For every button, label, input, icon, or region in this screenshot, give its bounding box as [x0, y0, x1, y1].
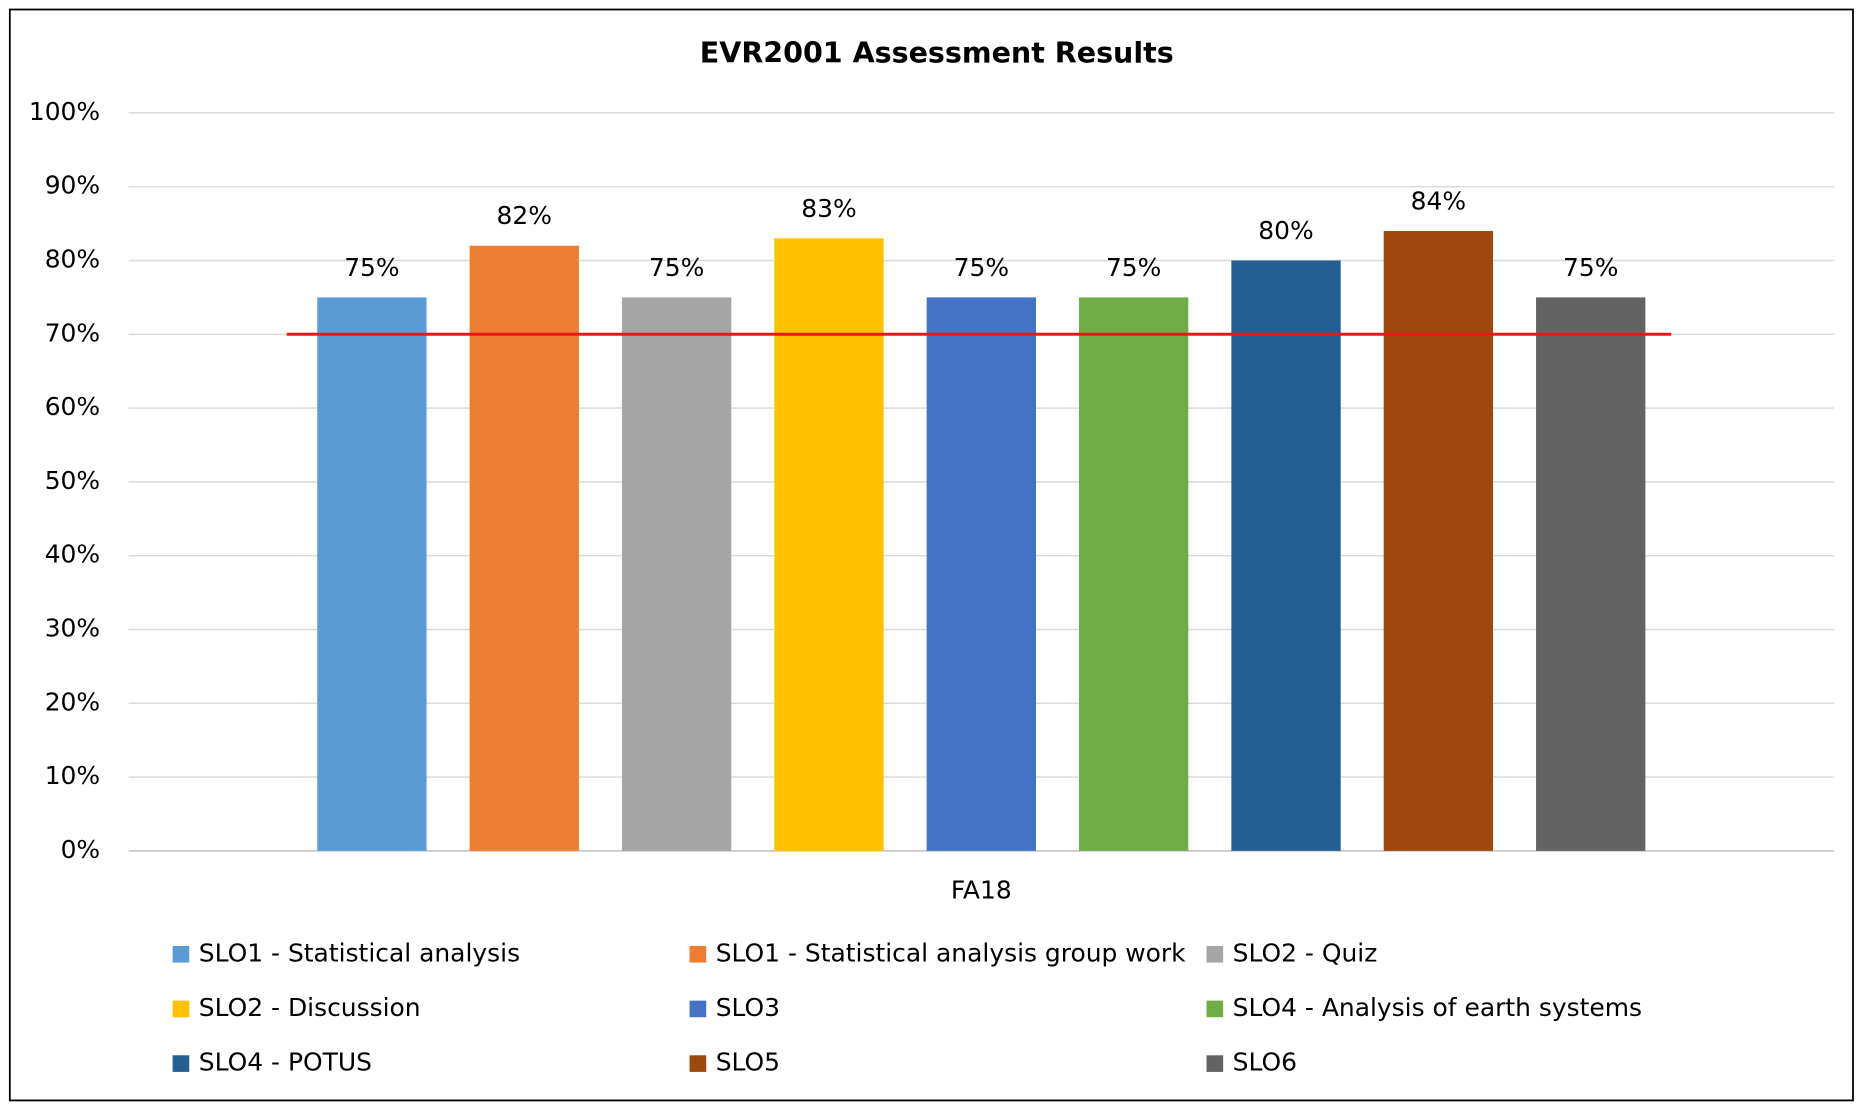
legend-label: SLO6 — [1233, 1048, 1297, 1077]
bar — [774, 238, 884, 851]
y-tick-label: 90% — [45, 171, 100, 200]
legend-label: SLO2 - Discussion — [199, 993, 421, 1022]
bar — [621, 297, 732, 851]
data-label: 75% — [344, 253, 399, 282]
bar — [1079, 297, 1189, 851]
bar — [926, 297, 1036, 851]
legend-label: SLO1 - Statistical analysis group work — [716, 938, 1186, 967]
data-label: 83% — [801, 194, 856, 223]
bar — [317, 297, 427, 851]
bar — [469, 245, 579, 851]
legend-swatch — [1206, 1055, 1224, 1072]
y-tick-label: 70% — [45, 318, 100, 347]
legend-label: SLO4 - POTUS — [199, 1048, 372, 1077]
legend-label: SLO2 - Quiz — [1233, 938, 1378, 967]
legend-label: SLO5 — [716, 1048, 780, 1077]
bar — [1231, 260, 1341, 851]
legend-swatch — [689, 945, 707, 963]
legend-swatch — [1206, 1000, 1224, 1018]
data-label: 82% — [497, 201, 552, 230]
y-tick-label: 100% — [29, 97, 100, 126]
bar — [1383, 230, 1494, 851]
data-label: 75% — [1106, 253, 1161, 282]
legend-label: SLO4 - Analysis of earth systems — [1233, 993, 1642, 1022]
legend-label: SLO1 - Statistical analysis — [199, 938, 520, 967]
y-tick-label: 50% — [45, 466, 100, 495]
data-label: 75% — [1563, 253, 1618, 282]
legend-swatch — [689, 1000, 707, 1018]
y-tick-label: 20% — [45, 687, 100, 716]
y-tick-label: 60% — [45, 392, 100, 421]
bar — [1536, 297, 1646, 851]
data-label: 80% — [1258, 216, 1313, 245]
data-label: 75% — [649, 253, 704, 282]
chart-title: EVR2001 Assessment Results — [700, 37, 1174, 70]
legend-swatch — [172, 1000, 190, 1018]
legend-swatch — [172, 945, 190, 963]
y-tick-label: 30% — [45, 613, 100, 642]
y-tick-label: 10% — [45, 761, 100, 790]
legend-swatch — [689, 1055, 707, 1072]
data-label: 84% — [1411, 186, 1466, 215]
data-label: 75% — [954, 253, 1009, 282]
x-tick-label: FA18 — [951, 875, 1012, 904]
legend-label: SLO3 — [716, 993, 780, 1022]
y-tick-label: 0% — [61, 835, 101, 864]
legend-swatch — [172, 1055, 190, 1072]
y-tick-label: 80% — [45, 244, 100, 273]
y-tick-label: 40% — [45, 540, 100, 569]
legend-swatch — [1206, 945, 1224, 963]
